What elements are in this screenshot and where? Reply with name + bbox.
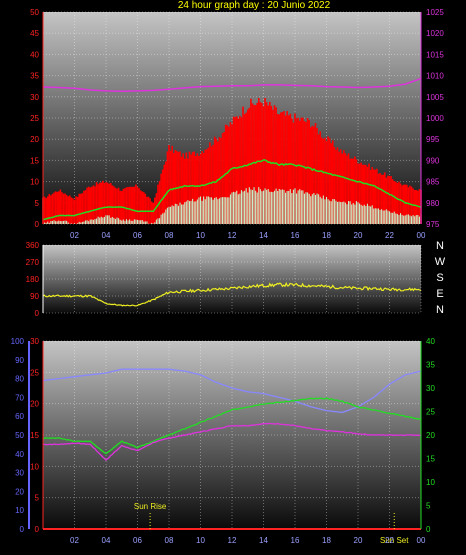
tick-label-pressure: 1010 [426,72,444,81]
tick-label-time: 20 [354,231,363,240]
tick-label-direction: 90 [30,292,39,301]
tick-label-temperature: 25 [30,368,39,377]
tick-label-pressure: 1005 [426,93,444,102]
tick-label-time: 02 [70,231,79,240]
sunrise-label: Sun Rise [134,502,167,511]
tick-label-time: 02 [70,536,79,545]
tick-label-temperature: 5 [35,494,40,503]
tick-label-temperature: 20 [30,400,39,409]
tick-label-time: 08 [165,231,174,240]
tick-label-direction: 360 [26,241,40,250]
tick-label-wind: 35 [30,72,39,81]
tick-label-humidity: 10 [15,506,24,515]
tick-label-humidity: 100 [11,337,25,346]
tick-label-wind: 0 [35,220,40,229]
series-avg-wind [42,159,422,221]
tick-label-time: 14 [259,231,268,240]
tick-label-wind: 5 [35,199,40,208]
tick-label-temperature: 0 [35,525,40,534]
tick-label-direction: 270 [26,258,40,267]
tick-label-solar: 10 [426,478,435,487]
tick-label-time: 12 [228,536,237,545]
tick-label-time: 10 [196,231,205,240]
tick-label-solar: 30 [426,384,435,393]
tick-label-humidity: 80 [15,375,24,384]
tick-label-time: 14 [259,536,268,545]
tick-label-time: 22 [385,231,394,240]
tick-label-time: 18 [322,231,331,240]
tick-label-wind: 20 [30,135,39,144]
tick-label-time: 16 [291,231,300,240]
tick-label-time: 00 [417,231,426,240]
tick-label-solar: 15 [426,455,435,464]
tick-label-time: 16 [291,536,300,545]
series-pressure [42,77,422,93]
series-wind-direction [42,281,422,307]
tick-label-solar: 20 [426,431,435,440]
tick-label-humidity: 90 [15,356,24,365]
tick-label-pressure: 975 [426,220,440,229]
tick-label-temperature: 10 [30,462,39,471]
tick-label-time: 06 [133,231,142,240]
tick-label-pressure: 1015 [426,50,444,59]
tick-label-humidity: 20 [15,487,24,496]
tick-label-humidity: 30 [15,469,24,478]
tick-label-humidity: 50 [15,431,24,440]
compass-label: E [436,288,443,300]
tick-label-pressure: 990 [426,156,440,165]
tick-label-time: 12 [228,231,237,240]
tick-label-time: 06 [133,536,142,545]
series-dewpoint [43,422,422,462]
tick-label-time: 00 [417,536,426,545]
tick-label-pressure: 985 [426,178,440,187]
tick-label-temperature: 15 [30,431,39,440]
tick-label-humidity: 0 [20,525,25,534]
panel2-background [43,245,421,313]
tick-label-wind: 15 [30,156,39,165]
tick-label-time: 08 [165,536,174,545]
series-temperature [43,397,422,455]
tick-label-temperature: 30 [30,337,39,346]
tick-label-humidity: 40 [15,450,24,459]
compass-label: N [436,240,444,252]
tick-label-pressure: 980 [426,199,440,208]
tick-label-wind: 30 [30,93,39,102]
compass-label: W [435,256,446,268]
tick-label-solar: 0 [426,525,431,534]
compass-label: S [436,272,443,284]
tick-label-direction: 180 [26,275,40,284]
tick-label-direction: 0 [35,309,40,318]
tick-label-humidity: 60 [15,412,24,421]
tick-label-time: 04 [102,231,111,240]
tick-label-pressure: 995 [426,135,440,144]
tick-label-pressure: 1025 [426,8,444,17]
chart-title: 24 hour graph day : 20 Junio 2022 [178,0,331,11]
tick-label-solar: 40 [426,337,435,346]
tick-label-solar: 35 [426,361,435,370]
tick-label-wind: 45 [30,29,39,38]
tick-label-solar: 25 [426,408,435,417]
tick-label-wind: 50 [30,8,39,17]
compass-label: N [436,304,444,316]
tick-label-wind: 10 [30,178,39,187]
tick-label-solar: 5 [426,502,431,511]
tick-label-time: 18 [322,536,331,545]
tick-label-time: 10 [196,536,205,545]
tick-label-time: 22 [385,536,394,545]
sunset-label: Sun Set [380,536,409,545]
tick-label-pressure: 1020 [426,29,444,38]
tick-label-wind: 25 [30,114,39,123]
tick-label-wind: 40 [30,50,39,59]
tick-label-humidity: 70 [15,393,24,402]
tick-label-pressure: 1000 [426,114,444,123]
panel-wind-pressure: 0510152025303540455097598098599099510001… [30,8,444,240]
tick-label-time: 04 [102,536,111,545]
tick-label-time: 20 [354,536,363,545]
